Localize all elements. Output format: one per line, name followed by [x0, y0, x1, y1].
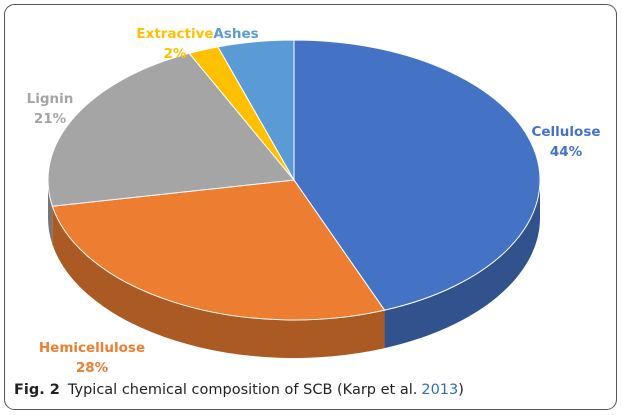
slice-value-label: 5% [225, 46, 248, 62]
slice-label: Cellulose [531, 124, 600, 140]
slice-value-label: 2% [164, 46, 187, 62]
slice-value-label: 44% [550, 144, 583, 160]
slice [293, 39, 541, 311]
caption-end: ) [458, 382, 464, 398]
caption-text: Typical chemical composition of SCB (Kar… [67, 382, 417, 398]
slice-label: Lignin [27, 91, 74, 107]
caption-label: Fig. 2 [14, 382, 60, 398]
pie [47, 39, 541, 358]
slice [217, 39, 295, 182]
caption-link[interactable]: 2013 [421, 382, 458, 398]
slice-value-label: 28% [76, 360, 109, 376]
slice [47, 52, 295, 207]
slice-side [48, 180, 53, 245]
slice-label: Extractive [136, 26, 213, 42]
slice [51, 179, 386, 321]
slice-label: Hemicellulose [39, 340, 145, 356]
caption: Fig. 2 Typical chemical composition of SC… [14, 382, 464, 398]
slice-value-label: 21% [34, 111, 67, 127]
slice-label: Ashes [213, 26, 258, 42]
slice-side [384, 180, 540, 349]
